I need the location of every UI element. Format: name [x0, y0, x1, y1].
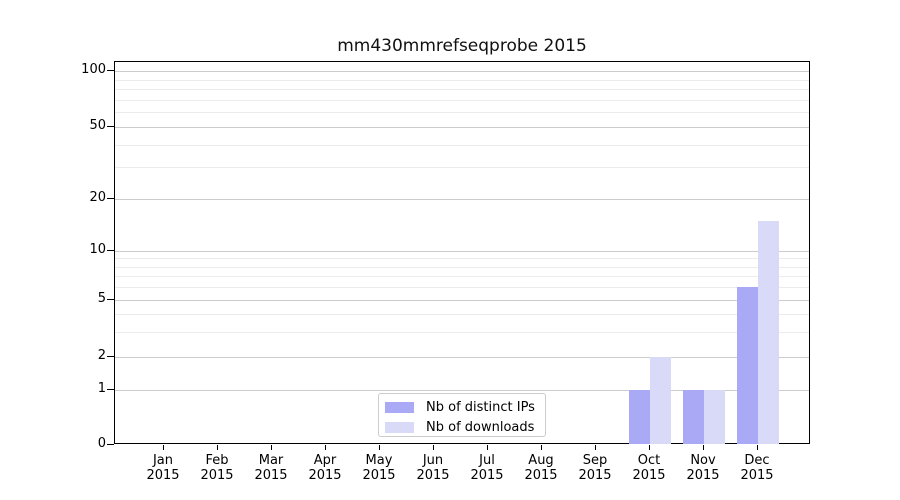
x-tick-mark	[649, 445, 650, 450]
major-gridline	[115, 300, 809, 301]
major-gridline	[115, 71, 809, 72]
x-tick-label: Apr 2015	[308, 453, 342, 483]
minor-gridline	[115, 89, 809, 91]
minor-gridline	[115, 313, 809, 315]
bar-distinct-ips-oct	[629, 390, 650, 444]
x-tick-mark	[595, 445, 596, 450]
x-tick-label: Jul 2015	[470, 453, 504, 483]
x-tick-label: Dec 2015	[740, 453, 774, 483]
y-tick-label: 100	[81, 62, 106, 77]
x-tick-mark	[433, 445, 434, 450]
minor-gridline	[115, 79, 809, 81]
bar-downloads-nov	[704, 390, 725, 444]
y-tick-mark	[107, 299, 114, 300]
minor-gridline	[115, 144, 809, 146]
minor-gridline	[115, 167, 809, 169]
legend-label-downloads: Nb of downloads	[426, 420, 535, 435]
bar-distinct-ips-dec	[737, 287, 758, 444]
x-tick-label: Oct 2015	[632, 453, 666, 483]
x-tick-mark	[325, 445, 326, 450]
bar-downloads-oct	[650, 357, 671, 444]
x-tick-mark	[487, 445, 488, 450]
minor-gridline	[115, 276, 809, 278]
y-tick-mark	[107, 70, 114, 71]
x-tick-label: Feb 2015	[200, 453, 234, 483]
chart-title: mm430mmrefseqprobe 2015	[337, 36, 587, 56]
y-tick-mark	[107, 198, 114, 199]
y-tick-mark	[107, 250, 114, 251]
legend: Nb of distinct IPs Nb of downloads	[378, 393, 546, 437]
minor-gridline	[115, 287, 809, 289]
x-tick-label: Jan 2015	[146, 453, 180, 483]
bar-downloads-dec	[758, 220, 779, 444]
major-gridline	[115, 357, 809, 358]
x-tick-mark	[217, 445, 218, 450]
x-tick-label: Mar 2015	[254, 453, 288, 483]
y-tick-mark	[107, 356, 114, 357]
x-tick-mark	[163, 445, 164, 450]
x-tick-label: May 2015	[362, 453, 396, 483]
y-tick-mark	[107, 444, 114, 445]
x-tick-label: Nov 2015	[686, 453, 720, 483]
y-tick-label: 50	[89, 118, 106, 133]
x-tick-mark	[541, 445, 542, 450]
major-gridline	[115, 199, 809, 200]
legend-label-distinct-ips: Nb of distinct IPs	[426, 400, 535, 415]
y-tick-label: 20	[89, 190, 106, 205]
y-tick-label: 5	[97, 291, 106, 306]
y-tick-label: 10	[89, 242, 106, 257]
legend-swatch-distinct-ips-icon	[385, 402, 414, 413]
x-tick-mark	[757, 445, 758, 450]
major-gridline	[115, 127, 809, 128]
bar-distinct-ips-nov	[683, 390, 704, 444]
minor-gridline	[115, 258, 809, 260]
minor-gridline	[115, 99, 809, 101]
plot-area	[114, 61, 810, 444]
y-tick-label: 1	[97, 381, 106, 396]
minor-gridline	[115, 112, 809, 114]
y-tick-mark	[107, 389, 114, 390]
minor-gridline	[115, 331, 809, 333]
major-gridline	[115, 251, 809, 252]
x-tick-label: Sep 2015	[578, 453, 612, 483]
legend-item-downloads: Nb of downloads	[385, 419, 537, 436]
y-tick-label: 2	[97, 348, 106, 363]
x-tick-mark	[703, 445, 704, 450]
x-tick-label: Aug 2015	[524, 453, 558, 483]
legend-swatch-downloads-icon	[385, 422, 414, 433]
major-gridline	[115, 390, 809, 391]
y-tick-label: 0	[97, 436, 106, 451]
legend-item-distinct-ips: Nb of distinct IPs	[385, 399, 537, 416]
x-tick-label: Jun 2015	[416, 453, 450, 483]
minor-gridline	[115, 266, 809, 268]
y-tick-mark	[107, 126, 114, 127]
x-tick-mark	[379, 445, 380, 450]
x-tick-mark	[271, 445, 272, 450]
